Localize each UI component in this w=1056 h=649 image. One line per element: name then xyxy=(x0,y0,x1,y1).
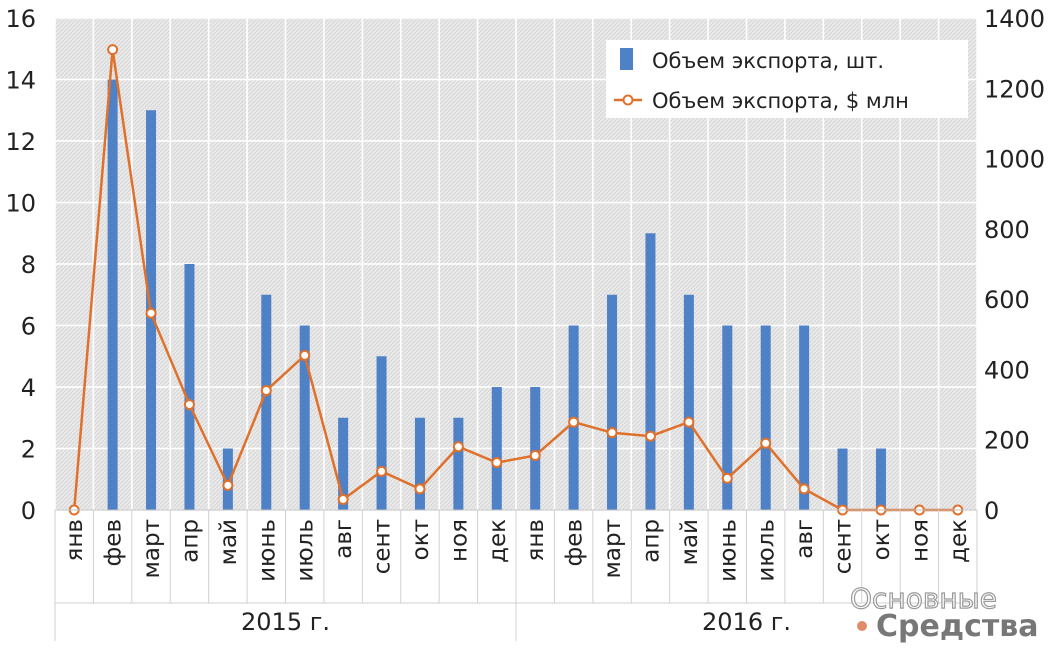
line-point xyxy=(491,457,503,469)
line-point xyxy=(683,416,695,428)
line-point xyxy=(222,479,234,491)
line-point xyxy=(299,349,311,361)
y-right-tick-label: 1200 xyxy=(984,75,1045,103)
x-tick-label: дек xyxy=(485,519,511,563)
x-tick-label: июнь xyxy=(715,519,741,582)
line-point xyxy=(760,437,772,449)
line-point xyxy=(145,307,157,319)
x-tick-label: фев xyxy=(101,519,127,566)
x-group-label: 2015 г. xyxy=(241,608,330,636)
legend: Объем экспорта, шт. Объем экспорта, $ мл… xyxy=(606,40,968,118)
line-path xyxy=(72,48,958,512)
bar xyxy=(107,79,118,510)
line-point xyxy=(337,493,349,505)
line-point xyxy=(644,430,656,442)
x-tick-label: июль xyxy=(293,519,319,582)
bar xyxy=(530,387,541,510)
x-tick-label: апр xyxy=(638,519,664,563)
bar xyxy=(453,417,464,510)
bar xyxy=(799,325,810,510)
x-tick-label: дек xyxy=(946,519,972,563)
x-tick-label: сент xyxy=(370,519,396,574)
y-axis-right: 0 200 400 600 800 1000 1200 1400 xyxy=(984,5,1045,525)
y-right-tick-label: 1000 xyxy=(984,146,1045,174)
x-group-label: 2016 г. xyxy=(702,608,791,636)
x-tick-label: ноя xyxy=(446,519,472,562)
line-point xyxy=(606,427,618,439)
bar xyxy=(760,325,771,510)
bar xyxy=(299,325,310,510)
x-tick-label: май xyxy=(677,519,703,565)
y-right-tick-label: 200 xyxy=(984,427,1030,455)
legend-label-bars: Объем экспорта, шт. xyxy=(652,49,884,73)
x-tick-label: окт xyxy=(869,519,895,560)
x-tick-label: авг xyxy=(792,519,818,559)
bar xyxy=(683,294,694,510)
x-tick-label: авг xyxy=(331,519,357,559)
x-tick-label: окт xyxy=(408,519,434,560)
y-axis-left: 0 2 4 6 8 10 12 14 16 xyxy=(5,5,36,525)
gridlines xyxy=(54,17,978,511)
watermark-dot xyxy=(857,621,867,631)
line-point xyxy=(452,441,464,453)
x-tick-label: март xyxy=(600,519,626,578)
y-left-tick-label: 0 xyxy=(21,497,36,525)
bar xyxy=(875,448,886,510)
legend-bar-swatch xyxy=(620,48,633,70)
watermark-line1: Основные xyxy=(850,582,997,615)
bar xyxy=(222,448,233,510)
x-tick-label: июль xyxy=(754,519,780,582)
legend-box xyxy=(606,40,968,118)
y-left-tick-label: 14 xyxy=(5,67,36,95)
line-point xyxy=(414,483,426,495)
bar xyxy=(491,387,502,510)
bar xyxy=(837,448,848,510)
legend-label-line: Объем экспорта, $ млн xyxy=(652,89,909,113)
bar xyxy=(607,294,618,510)
bar xyxy=(414,417,425,510)
y-left-tick-label: 4 xyxy=(21,374,36,402)
y-left-tick-label: 2 xyxy=(21,436,36,464)
y-right-tick-label: 800 xyxy=(984,216,1030,244)
x-tick-label: апр xyxy=(177,519,203,563)
y-left-tick-label: 12 xyxy=(5,128,36,156)
line-point xyxy=(107,44,119,56)
x-tick-label: июнь xyxy=(254,519,280,582)
x-tick-label: март xyxy=(139,519,165,578)
line-point xyxy=(260,385,272,397)
x-tick-label: ноя xyxy=(907,519,933,562)
line-point xyxy=(798,483,810,495)
y-left-tick-label: 8 xyxy=(21,251,36,279)
y-right-tick-label: 1400 xyxy=(984,5,1045,33)
bar xyxy=(184,264,195,510)
x-tick-label: янв xyxy=(62,519,88,561)
y-left-tick-label: 16 xyxy=(5,5,36,33)
x-tick-label: сент xyxy=(831,519,857,574)
line-point xyxy=(568,416,580,428)
x-tick-label: янв xyxy=(523,519,549,561)
x-tick-label: май xyxy=(216,519,242,565)
bar xyxy=(338,417,349,510)
y-right-tick-label: 0 xyxy=(984,497,999,525)
line-point xyxy=(529,450,541,462)
bar xyxy=(376,356,387,510)
watermark-line2: Средства xyxy=(876,609,1038,644)
line-point xyxy=(183,399,195,411)
bar xyxy=(261,294,272,510)
bar xyxy=(722,325,733,510)
x-axis: янв фев март апр май июнь июль авг сент окт ноя дек… xyxy=(54,509,978,641)
x-tick-label: фев xyxy=(562,519,588,566)
y-left-tick-label: 6 xyxy=(21,313,36,341)
legend-line-marker xyxy=(622,94,634,106)
y-right-tick-label: 400 xyxy=(984,356,1030,384)
y-left-tick-label: 10 xyxy=(5,190,36,218)
line-point xyxy=(721,472,733,484)
bar xyxy=(645,233,656,510)
watermark: Основные Средства xyxy=(849,581,1038,644)
y-right-tick-label: 600 xyxy=(984,286,1030,314)
line-point xyxy=(376,465,388,477)
